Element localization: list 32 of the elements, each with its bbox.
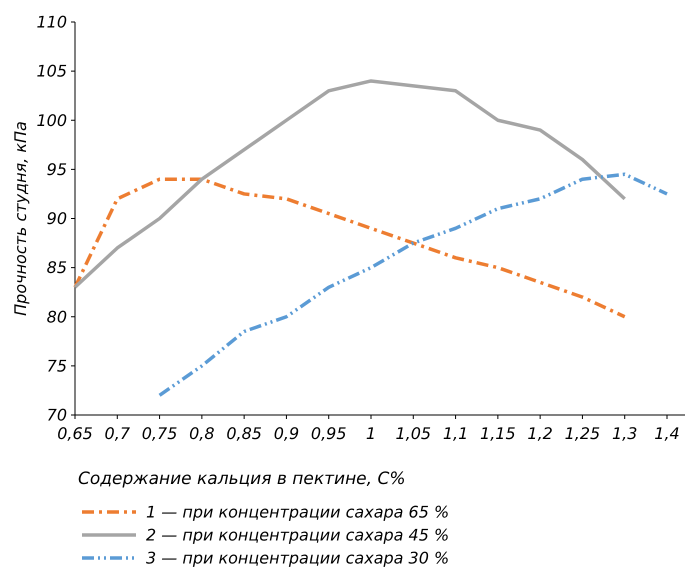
y-tick-label: 90 bbox=[46, 209, 67, 228]
legend-label: 1 — при концентрации сахара 65 % bbox=[146, 502, 450, 522]
x-tick-label: 1,4 bbox=[654, 424, 680, 443]
x-tick-label: 1,3 bbox=[612, 424, 638, 443]
x-tick-label: 0,75 bbox=[142, 424, 178, 443]
x-axis-title: Содержание кальция в пектине, С% bbox=[78, 469, 406, 489]
x-tick-label: 0,85 bbox=[226, 424, 262, 443]
x-tick-label: 1,25 bbox=[564, 424, 600, 443]
y-tick-label: 105 bbox=[36, 62, 67, 81]
line-series bbox=[73, 177, 626, 318]
x-tick-label: 0,95 bbox=[310, 424, 347, 443]
y-axis-title: Прочность студня, кПа bbox=[11, 121, 30, 316]
x-tick-label: 0,7 bbox=[104, 424, 131, 443]
x-tick-label: 0,8 bbox=[189, 424, 215, 443]
x-tick-label: 0,9 bbox=[274, 424, 300, 443]
y-tick-label: 95 bbox=[46, 160, 67, 179]
y-tick-label: 75 bbox=[46, 356, 67, 376]
y-tick-label: 85 bbox=[46, 258, 67, 278]
line-series bbox=[158, 172, 669, 398]
legend-label: 3 — при концентрации сахара 30 % bbox=[146, 548, 450, 568]
legend-label: 2 — при концентрации сахара 45 % bbox=[146, 526, 450, 545]
y-tick-label: 70 bbox=[46, 406, 67, 425]
x-tick-label: 1,05 bbox=[395, 424, 432, 443]
x-tick-label: 1,15 bbox=[480, 424, 516, 443]
y-tick-label: 110 bbox=[36, 12, 67, 32]
x-tick-label: 0,65 bbox=[57, 424, 93, 443]
line-series bbox=[73, 79, 626, 290]
y-tick-label: 100 bbox=[36, 110, 67, 130]
x-tick-label: 1,1 bbox=[442, 424, 468, 443]
y-tick-label: 80 bbox=[46, 307, 67, 326]
x-tick-label: 1 bbox=[366, 424, 376, 443]
x-tick-label: 1,2 bbox=[527, 424, 553, 443]
